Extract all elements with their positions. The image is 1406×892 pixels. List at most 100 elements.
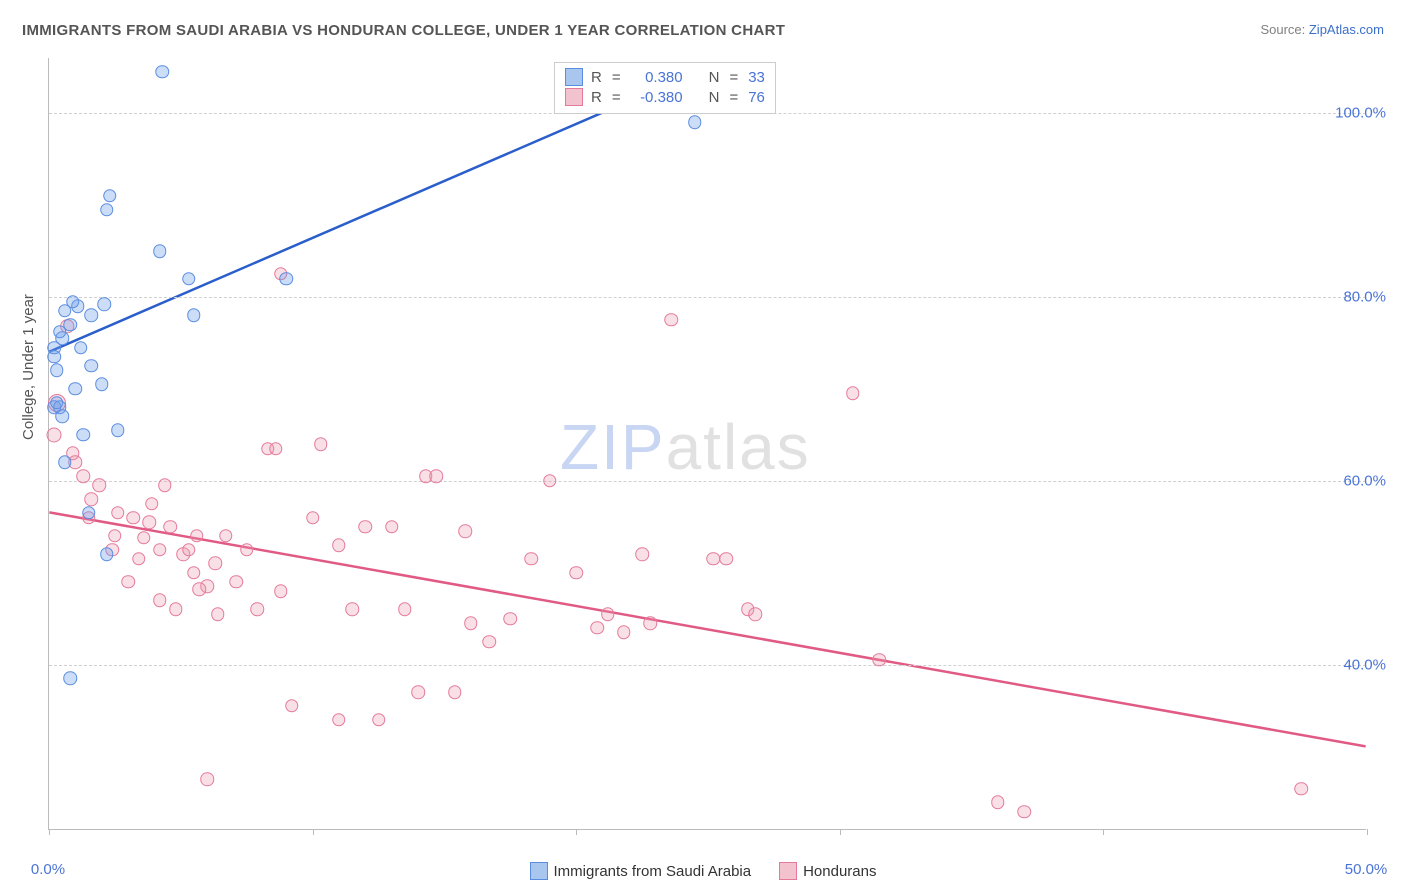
- stats-swatch-pink: [565, 88, 583, 106]
- data-point: [153, 543, 167, 557]
- data-point: [991, 796, 1005, 810]
- data-point: [153, 244, 167, 258]
- data-point: [208, 557, 222, 571]
- data-point: [430, 469, 444, 483]
- data-point: [182, 272, 196, 286]
- x-tick: [313, 829, 314, 835]
- data-point: [58, 456, 72, 470]
- data-point: [82, 506, 96, 520]
- stats-row-blue: R = 0.380 N = 33: [565, 67, 765, 87]
- data-point: [345, 603, 359, 617]
- data-point: [504, 612, 518, 626]
- gridline-h: [49, 297, 1366, 298]
- data-point: [50, 396, 64, 410]
- data-point: [50, 364, 64, 378]
- data-point: [55, 410, 69, 424]
- equals-sign: =: [610, 69, 623, 86]
- data-point: [240, 543, 254, 557]
- y-tick-label: 100.0%: [1335, 105, 1386, 122]
- stats-row-pink: R = -0.380 N = 76: [565, 87, 765, 107]
- data-point: [111, 423, 125, 437]
- data-point: [187, 309, 201, 323]
- data-point: [92, 479, 106, 493]
- r-label: R: [591, 89, 602, 106]
- y-axis-label: College, Under 1 year: [20, 294, 37, 440]
- data-point: [459, 525, 473, 539]
- data-point: [664, 313, 678, 327]
- data-point: [385, 520, 399, 534]
- source-label: Source:: [1260, 22, 1308, 37]
- data-point: [688, 116, 702, 130]
- data-point: [525, 552, 539, 566]
- data-point: [398, 603, 412, 617]
- data-point: [132, 552, 146, 566]
- data-point: [193, 582, 207, 596]
- data-point: [448, 685, 462, 699]
- data-point: [53, 325, 67, 339]
- data-point: [846, 387, 860, 401]
- data-point: [100, 548, 114, 562]
- data-point: [77, 428, 91, 442]
- source-attribution: Source: ZipAtlas.com: [1260, 22, 1384, 37]
- data-point: [156, 65, 170, 79]
- data-point: [411, 685, 425, 699]
- data-point: [84, 309, 98, 323]
- data-point: [84, 359, 98, 373]
- legend-label-blue: Immigrants from Saudi Arabia: [554, 863, 752, 880]
- data-point: [69, 382, 83, 396]
- r-label: R: [591, 69, 602, 86]
- data-point: [103, 189, 117, 203]
- legend-item-pink: Hondurans: [779, 862, 876, 880]
- data-point: [332, 538, 346, 552]
- legend-label-pink: Hondurans: [803, 863, 876, 880]
- data-point: [591, 621, 605, 635]
- data-point: [63, 672, 77, 686]
- equals-sign: =: [727, 89, 740, 106]
- data-point: [643, 616, 657, 630]
- data-point: [169, 603, 183, 617]
- data-point: [749, 607, 763, 621]
- data-point: [720, 552, 734, 566]
- scatter-plot-area: [48, 58, 1366, 830]
- data-point: [190, 529, 204, 543]
- y-tick-label: 60.0%: [1343, 472, 1386, 489]
- data-point: [95, 378, 109, 392]
- data-point: [332, 713, 346, 727]
- data-point: [77, 469, 91, 483]
- r-value: -0.380: [631, 89, 683, 106]
- data-point: [306, 511, 320, 525]
- gridline-h: [49, 665, 1366, 666]
- equals-sign: =: [610, 89, 623, 106]
- data-point: [279, 272, 293, 286]
- source-link[interactable]: ZipAtlas.com: [1309, 22, 1384, 37]
- data-point: [74, 341, 88, 355]
- x-tick: [49, 829, 50, 835]
- data-point: [187, 566, 201, 580]
- x-tick-label: 50.0%: [1345, 861, 1388, 878]
- data-point: [84, 492, 98, 506]
- data-point: [569, 566, 583, 580]
- data-point: [145, 497, 159, 511]
- data-point: [137, 531, 151, 545]
- data-point: [482, 635, 496, 649]
- data-point: [372, 713, 386, 727]
- data-point: [127, 511, 141, 525]
- x-tick: [840, 829, 841, 835]
- data-point: [111, 506, 125, 520]
- n-label: N: [709, 89, 720, 106]
- data-point: [250, 603, 264, 617]
- data-point: [285, 699, 299, 713]
- data-point: [601, 607, 615, 621]
- chart-title: IMMIGRANTS FROM SAUDI ARABIA VS HONDURAN…: [22, 22, 785, 39]
- data-point: [164, 520, 178, 534]
- regression-lines: [49, 58, 1366, 829]
- y-tick-label: 80.0%: [1343, 288, 1386, 305]
- data-point: [121, 575, 135, 589]
- data-point: [66, 295, 80, 309]
- legend-item-blue: Immigrants from Saudi Arabia: [530, 862, 752, 880]
- data-point: [617, 626, 631, 640]
- data-point: [219, 529, 233, 543]
- data-point: [158, 479, 172, 493]
- data-point: [359, 520, 373, 534]
- bottom-legend: Immigrants from Saudi Arabia Hondurans: [0, 862, 1406, 880]
